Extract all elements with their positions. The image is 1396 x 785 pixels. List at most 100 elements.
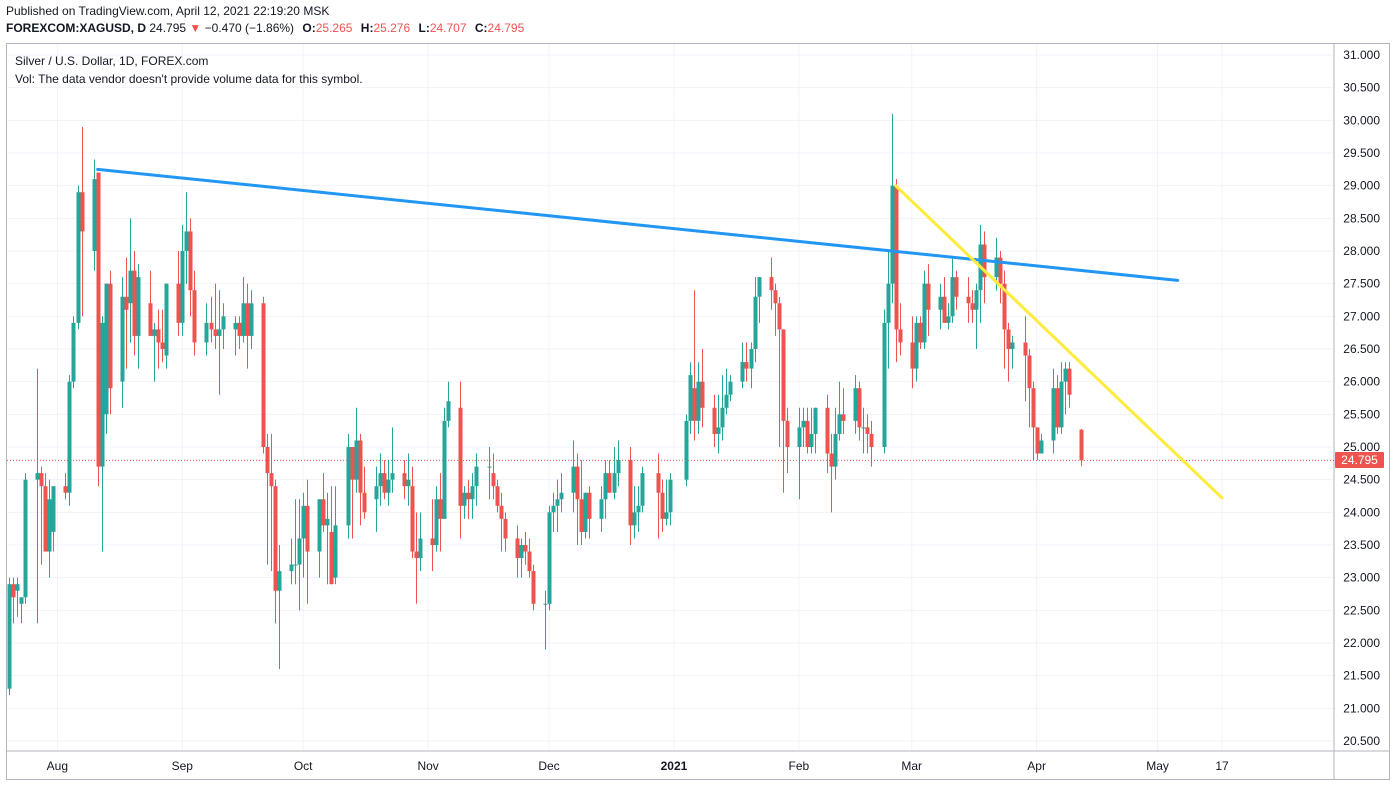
candle-body [559, 492, 564, 500]
candle-body [724, 394, 729, 408]
candle-body [547, 512, 552, 604]
candle-body [797, 427, 802, 447]
candle-body [551, 505, 556, 513]
candle-body [406, 479, 411, 487]
candle-body [749, 349, 754, 369]
y-tick-label: 26.000 [1343, 375, 1380, 389]
y-tick-label: 30.000 [1343, 113, 1380, 127]
candle-body [7, 584, 12, 689]
candle-body [809, 433, 814, 447]
y-tick-label: 24.500 [1343, 473, 1380, 487]
candle-body [402, 473, 407, 487]
candle-body [487, 466, 492, 468]
candle-body [523, 545, 528, 552]
candle-body [474, 466, 479, 487]
candle-body [773, 290, 778, 304]
candle-body [495, 486, 500, 506]
candle-body [728, 381, 733, 395]
candle-body [446, 401, 451, 421]
candle-body [603, 473, 608, 500]
candle-body [217, 329, 222, 336]
chart-legend: Silver / U.S. Dollar, 1D, FOREX.com Vol:… [15, 52, 363, 88]
low-value: 24.707 [429, 21, 467, 35]
x-tick-label: Aug [47, 759, 68, 773]
candle-body [1063, 368, 1068, 382]
candle-body [237, 322, 242, 336]
candle-body [249, 303, 254, 336]
candle-body [132, 270, 137, 336]
ohlc-header: FOREXCOM:XAGUSD, D 24.795 ▼ −0.470 (−1.8… [6, 21, 524, 35]
candle-body [998, 257, 1003, 284]
candle-body [188, 231, 193, 291]
candle-body [76, 192, 81, 323]
candle-body [894, 185, 899, 330]
candle-body [640, 473, 645, 506]
candle-body [531, 571, 536, 604]
candle-body [156, 329, 161, 343]
candle-body [19, 597, 24, 604]
candle-body [833, 433, 838, 467]
candle-body [71, 322, 76, 382]
candle-body [362, 492, 367, 513]
candle-body [1059, 381, 1064, 428]
open-label: O: [302, 21, 316, 35]
candle-body [418, 538, 423, 559]
candle-body [1010, 342, 1015, 349]
candle-body [39, 473, 44, 487]
candle-body [587, 492, 592, 519]
candle-body [942, 296, 947, 323]
candle-body [753, 296, 758, 349]
candle-body [209, 322, 214, 330]
candle-body [104, 283, 109, 415]
candle-body [430, 538, 435, 545]
candle-body [434, 499, 439, 545]
candle-body [378, 473, 383, 487]
y-tick-label: 22.000 [1343, 636, 1380, 650]
x-tick-label: Apr [1027, 759, 1046, 773]
candle-body [43, 486, 48, 552]
candle-body [769, 277, 774, 291]
trendline-blue [96, 167, 1180, 282]
candle-body [696, 381, 701, 421]
candle-body [656, 473, 661, 493]
candle-body [628, 460, 633, 526]
candle-body [164, 283, 169, 356]
candle-body [777, 303, 782, 330]
y-tick-label: 29.000 [1343, 179, 1380, 193]
candle-body [414, 551, 419, 559]
candle-body [857, 388, 862, 428]
candle-body [1027, 355, 1032, 389]
candle-body [410, 486, 415, 552]
candle-body [442, 420, 447, 519]
candle-body [527, 551, 532, 572]
candle-body [11, 584, 16, 598]
y-tick-label: 21.500 [1343, 669, 1380, 683]
candle-body [305, 505, 310, 552]
volume-note: Vol: The data vendor doesn't provide vol… [15, 72, 363, 86]
candle-body [241, 303, 246, 336]
candle-body [96, 172, 101, 467]
candle-body [491, 473, 496, 487]
candle-body [297, 538, 302, 565]
x-tick-label: 2021 [661, 759, 688, 773]
price-change: −0.470 (−1.86%) [204, 21, 295, 35]
candle-body [910, 342, 915, 369]
candle-body [458, 407, 463, 506]
y-tick-label: 28.000 [1343, 244, 1380, 258]
candle-body [716, 427, 721, 434]
candle-body [994, 257, 999, 278]
candle-body [204, 322, 209, 343]
candle-body [100, 322, 105, 467]
candle-body [599, 499, 604, 519]
candle-body [837, 414, 842, 434]
candle-body [571, 466, 576, 493]
x-tick-label: Mar [901, 759, 922, 773]
candle-body [781, 329, 786, 421]
candle-body [108, 283, 113, 389]
chart-title: Silver / U.S. Dollar, 1D, FOREX.com [15, 54, 209, 68]
x-tick-label: Sep [172, 759, 194, 773]
y-tick-label: 27.500 [1343, 277, 1380, 291]
y-tick-label: 26.500 [1343, 342, 1380, 356]
candle-body [124, 296, 129, 310]
